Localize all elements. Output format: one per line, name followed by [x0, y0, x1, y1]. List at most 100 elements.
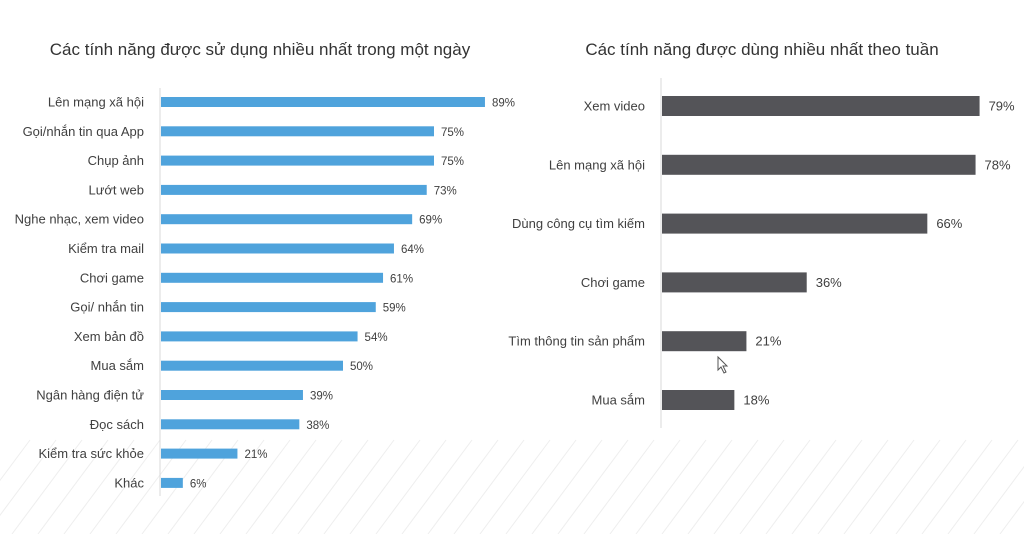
daily-category-label: Kiểm tra sức khỏe — [38, 446, 144, 461]
background-stroke — [843, 439, 915, 534]
background-stroke — [219, 439, 291, 534]
daily-features-chart: Các tính năng được sử dụng nhiều nhất tr… — [15, 40, 515, 496]
weekly-chart-title: Các tính năng được dùng nhiều nhất theo … — [585, 40, 938, 59]
daily-value-label: 61% — [390, 273, 413, 285]
background-stroke — [0, 439, 31, 482]
daily-category-label: Đọc sách — [90, 417, 144, 432]
weekly-category-label: Mua sắm — [592, 393, 645, 408]
daily-bar — [161, 155, 434, 166]
background-stroke — [349, 439, 421, 534]
background-stroke — [687, 439, 759, 534]
weekly-value-label: 21% — [755, 334, 781, 349]
weekly-bar — [662, 331, 747, 352]
daily-chart-bars: Lên mạng xã hội 89% Gọi/nhắn tin qua App 75… — [15, 95, 515, 491]
daily-value-label: 73% — [434, 185, 457, 197]
daily-value-label: 6% — [190, 478, 207, 490]
daily-category-label: Kiểm tra mail — [68, 241, 144, 256]
daily-bar — [161, 272, 384, 283]
weekly-value-label: 79% — [989, 99, 1015, 114]
daily-bar — [161, 126, 434, 137]
weekly-category-label: Dùng công cụ tìm kiếm — [512, 216, 645, 231]
daily-category-label: Ngân hàng điện tử — [36, 388, 144, 403]
background-stroke — [63, 439, 135, 534]
daily-value-label: 39% — [310, 391, 333, 403]
weekly-category-label: Tìm thông tin sản phẩm — [508, 334, 645, 349]
daily-bar — [161, 214, 413, 225]
background-stroke — [453, 439, 525, 534]
weekly-value-label: 78% — [985, 157, 1011, 172]
mouse-cursor-icon — [717, 355, 729, 374]
background-stroke — [479, 439, 551, 534]
background-stroke — [947, 439, 1019, 534]
daily-bar — [161, 243, 394, 254]
background-stroke — [869, 439, 941, 534]
daily-bar — [161, 360, 343, 371]
weekly-value-label: 66% — [936, 216, 962, 231]
daily-category-label: Gọi/ nhắn tin — [70, 300, 144, 315]
weekly-features-chart: Các tính năng được dùng nhiều nhất theo … — [508, 40, 1015, 428]
weekly-bar — [662, 154, 976, 175]
weekly-bar — [662, 390, 735, 410]
background-stroke — [0, 439, 57, 517]
background-stroke — [557, 439, 629, 534]
daily-bar — [161, 331, 358, 342]
weekly-value-label: 36% — [816, 275, 842, 290]
weekly-category-label: Xem video — [584, 99, 645, 114]
daily-bar — [161, 477, 183, 488]
daily-value-label: 50% — [350, 361, 373, 373]
background-stroke — [635, 439, 707, 534]
weekly-category-label: Lên mạng xã hội — [549, 157, 645, 172]
daily-value-label: 69% — [419, 215, 442, 227]
weekly-bar — [662, 213, 928, 234]
background-stroke — [921, 439, 993, 534]
background-stroke — [505, 439, 577, 534]
background-stroke — [583, 439, 655, 534]
daily-category-label: Lướt web — [88, 182, 144, 197]
daily-bar — [161, 390, 303, 400]
background-stroke — [297, 439, 369, 534]
background-stroke — [375, 439, 447, 534]
background-stroke — [427, 439, 499, 534]
background-stroke — [531, 439, 603, 534]
background-stroke — [37, 439, 109, 534]
background-stroke — [193, 439, 265, 534]
daily-bar — [161, 302, 376, 313]
background-stroke — [661, 439, 733, 534]
daily-value-label: 89% — [492, 98, 515, 110]
daily-category-label: Nghe nhạc, xem video — [15, 212, 144, 227]
background-stroke — [609, 439, 681, 534]
background-stroke — [817, 439, 889, 534]
background-stroke — [999, 500, 1024, 534]
weekly-chart-bars: Xem video 79% Lên mạng xã hội 78% Dùng công … — [508, 96, 1015, 410]
weekly-category-label: Chơi game — [581, 275, 645, 290]
daily-value-label: 21% — [244, 449, 267, 461]
daily-category-label: Xem bản đồ — [74, 329, 144, 344]
daily-chart-title: Các tính năng được sử dụng nhiều nhất tr… — [50, 40, 471, 59]
daily-bar — [161, 419, 300, 430]
daily-value-label: 75% — [441, 127, 464, 139]
daily-value-label: 75% — [441, 156, 464, 168]
daily-bar — [161, 97, 485, 107]
daily-value-label: 54% — [365, 332, 388, 344]
background-stroke — [973, 466, 1024, 534]
background-stroke — [89, 439, 161, 534]
daily-category-label: Gọi/nhắn tin qua App — [23, 124, 144, 139]
daily-value-label: 38% — [306, 420, 329, 432]
background-stroke — [713, 439, 785, 534]
background-stroke — [271, 439, 343, 534]
background-stroke — [323, 439, 395, 534]
background-stroke — [401, 439, 473, 534]
weekly-value-label: 18% — [743, 393, 769, 408]
daily-category-label: Lên mạng xã hội — [48, 95, 144, 110]
background-stroke — [739, 439, 811, 534]
daily-bar — [161, 184, 427, 195]
background-stroke — [765, 439, 837, 534]
background-stroke — [895, 439, 967, 534]
weekly-bar — [662, 272, 807, 293]
background-stroke — [11, 439, 83, 534]
background-pattern — [0, 439, 1024, 534]
daily-category-label: Chơi game — [80, 270, 144, 285]
background-stroke — [245, 439, 317, 534]
background-stroke — [791, 439, 863, 534]
